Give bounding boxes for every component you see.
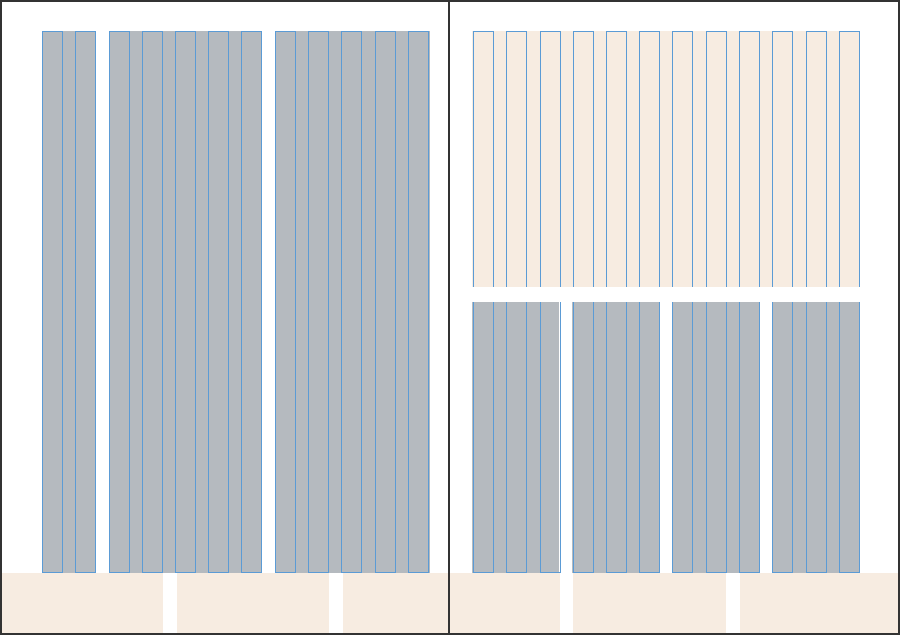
beige-block [472,31,860,287]
column-guide [75,31,96,573]
column-guide [275,31,296,573]
footer-band [449,573,560,634]
column-guide [208,31,229,573]
footer-band [343,573,449,634]
column-guide [109,31,130,573]
column-guide [375,31,396,573]
grey-block [472,302,559,573]
row-gutter [471,287,861,302]
grey-block [275,31,430,573]
grey-block [672,302,759,573]
footer-band [740,573,898,634]
column-guide [42,31,63,573]
grey-block [42,31,96,573]
grey-block [772,302,860,573]
grey-block [572,302,659,573]
footer-band [2,573,163,634]
column-guide [341,31,362,573]
column-guide [175,31,196,573]
column-guide [241,31,262,573]
column-guide [142,31,163,573]
footer-band [177,573,329,634]
column-guide [408,31,429,573]
grey-block [109,31,262,573]
column-guide [308,31,329,573]
footer-band [573,573,726,634]
